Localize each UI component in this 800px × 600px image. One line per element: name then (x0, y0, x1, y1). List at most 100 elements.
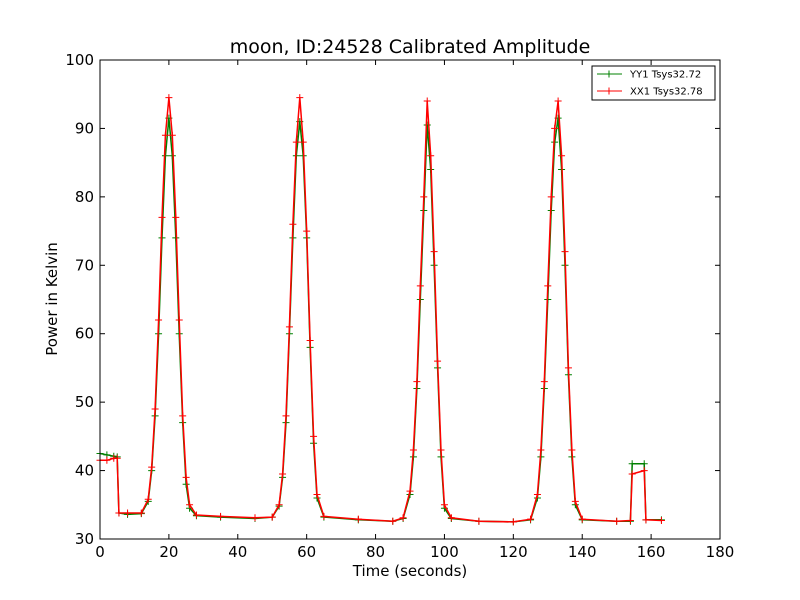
x-tick-label: 120 (499, 543, 528, 561)
legend-item-xx1: XX1 Tsys32.78 (597, 87, 703, 98)
series-1-point (420, 193, 428, 201)
legend-item-yy1: YY1 Tsys32.72 (597, 70, 701, 81)
series-1-point (124, 509, 132, 517)
series-1-point (628, 470, 636, 478)
series-1-point (440, 501, 448, 509)
series-1-point (406, 487, 414, 495)
series-1-point (547, 193, 555, 201)
series-1-point (437, 446, 445, 454)
series-1-point (399, 514, 407, 522)
series-1-point (192, 511, 200, 519)
series-1-point (217, 512, 225, 520)
series-0-point (423, 121, 431, 129)
series-1-point (310, 432, 318, 440)
series-1-point (313, 491, 321, 499)
x-axis: 0 20 40 60 80 100 120 140 160 180 (95, 60, 734, 561)
series-1-point (303, 227, 311, 235)
series-1-point (103, 456, 111, 464)
series-1-point (423, 97, 431, 105)
x-tick-label: 140 (568, 543, 597, 561)
series-1-point (251, 514, 259, 522)
series-1-point (354, 515, 362, 523)
series-1-point (613, 517, 621, 525)
series-line-1 (100, 97, 662, 523)
y-tick-label: 90 (75, 119, 94, 137)
series-1-point (113, 454, 121, 462)
series-1-point (657, 517, 665, 525)
series-1-point (640, 467, 648, 475)
series-1-point (296, 94, 304, 102)
series-1-point (144, 495, 152, 503)
chart-title: moon, ID:24528 Calibrated Amplitude (230, 36, 591, 58)
x-tick-label: 0 (95, 543, 105, 561)
series-1-point (279, 470, 287, 478)
series-1-point (416, 282, 424, 290)
series-1-point (434, 357, 442, 365)
series-1-point (175, 316, 183, 324)
y-tick-label: 50 (75, 393, 94, 411)
series-1-point (427, 152, 435, 160)
series-1-point (168, 131, 176, 139)
series-1-point (558, 152, 566, 160)
series-1-point (544, 282, 552, 290)
x-axis-label: Time (seconds) (352, 562, 468, 580)
series-1-point (571, 497, 579, 505)
series-1-point (537, 446, 545, 454)
series-1-point (285, 323, 293, 331)
series-0-point (628, 460, 636, 468)
y-tick-label: 40 (75, 462, 94, 480)
y-tick-label: 70 (75, 256, 94, 274)
x-tick-label: 180 (706, 543, 735, 561)
plot-area (96, 94, 665, 526)
legend-marker-xx1 (605, 87, 613, 95)
series-1-point (165, 94, 173, 102)
series-1-point (172, 213, 180, 221)
series-1-point (626, 517, 634, 525)
series-1-point (509, 518, 517, 526)
series-1-point (320, 512, 328, 520)
series-0-point (640, 460, 648, 468)
series-1-point (475, 517, 483, 525)
x-tick-label: 60 (297, 543, 316, 561)
y-axis-label: Power in Kelvin (43, 242, 61, 356)
series-1-point (268, 513, 276, 521)
x-tick-label: 20 (159, 543, 178, 561)
series-1-point (299, 138, 307, 146)
series-1-point (447, 514, 455, 522)
y-tick-label: 100 (65, 51, 94, 69)
legend-label-xx1: XX1 Tsys32.78 (630, 87, 703, 98)
series-1-point (186, 501, 194, 509)
series-1-point (158, 213, 166, 221)
y-tick-label: 80 (75, 188, 94, 206)
series-1-point (151, 405, 159, 413)
x-tick-label: 100 (430, 543, 459, 561)
y-tick-label: 60 (75, 325, 94, 343)
series-1-point (564, 364, 572, 372)
series-1-point (182, 473, 190, 481)
series-1-point (527, 515, 535, 523)
x-tick-label: 40 (228, 543, 247, 561)
series-1-point (561, 248, 569, 256)
series-1-point (568, 446, 576, 454)
series-1-point (554, 97, 562, 105)
series-1-point (148, 463, 156, 471)
series-1-point (155, 316, 163, 324)
y-axis: 30 40 50 60 70 80 90 100 (65, 51, 720, 548)
series-1-point (306, 337, 314, 345)
legend-label-yy1: YY1 Tsys32.72 (629, 70, 701, 81)
series-1-point (275, 501, 283, 509)
series-1-point (430, 248, 438, 256)
legend-box (591, 65, 716, 101)
series-1-point (115, 509, 123, 517)
series-1-point (642, 516, 650, 524)
legend-marker-yy1 (605, 70, 613, 78)
series-1-point (282, 412, 290, 420)
x-tick-label: 160 (637, 543, 666, 561)
legend: YY1 Tsys32.72 XX1 Tsys32.78 (591, 65, 716, 101)
series-1-point (137, 509, 145, 517)
series-1-point (413, 378, 421, 386)
series-1-point (578, 515, 586, 523)
x-tick-label: 80 (366, 543, 385, 561)
series-1-point (551, 124, 559, 132)
